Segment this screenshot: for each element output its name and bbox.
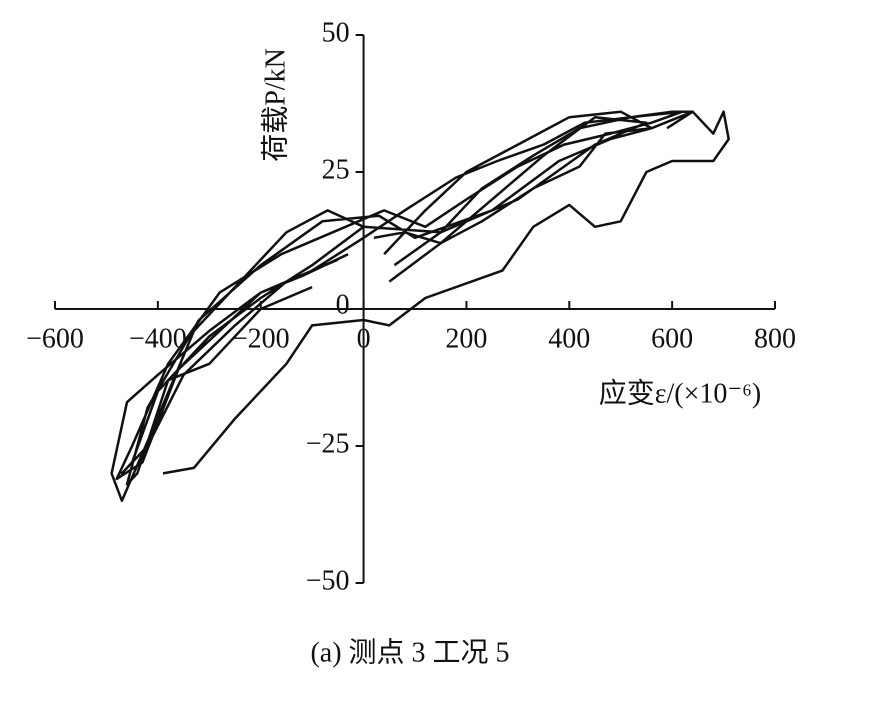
data-line bbox=[110, 110, 730, 503]
x-tick-label: 200 bbox=[445, 323, 487, 354]
chart-caption: (a) 测点 3 工况 5 bbox=[310, 637, 509, 668]
y-tick-label: 50 bbox=[322, 17, 350, 48]
y-tick-label: −25 bbox=[306, 428, 350, 459]
x-tick-label: 400 bbox=[548, 323, 590, 354]
x-tick-label: 800 bbox=[754, 323, 796, 354]
x-tick-label: −200 bbox=[232, 323, 290, 354]
x-axis-label: 应变ε/(×10⁻⁶) bbox=[599, 377, 762, 409]
x-tick-label: −600 bbox=[26, 323, 84, 354]
y-axis-label: 荷载P/kN bbox=[259, 48, 291, 162]
y-tick-label: 25 bbox=[322, 154, 350, 185]
x-tick-label: 600 bbox=[651, 323, 693, 354]
y-tick-label: −50 bbox=[306, 565, 350, 596]
y-tick-label: 0 bbox=[336, 289, 350, 320]
x-tick-label: 0 bbox=[357, 323, 371, 354]
